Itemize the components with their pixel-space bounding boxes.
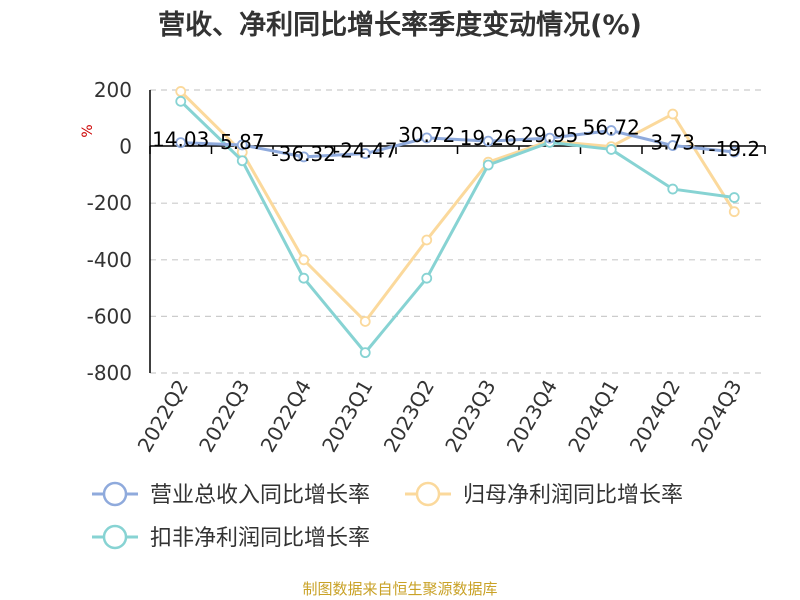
data-point [544,132,556,144]
data-point [482,135,494,147]
data-point [298,272,310,284]
x-tick-label: 2023Q1 [317,376,377,457]
legend-marker [102,481,128,507]
data-point [482,159,494,171]
data-label: -36.32 [272,142,336,166]
y-tick-label: -600 [87,304,132,328]
data-point [667,108,679,120]
x-tick-label: 2022Q2 [133,376,193,457]
series-line [179,100,735,355]
source-note: 制图数据来自恒生聚源数据库 [302,580,497,598]
data-point [605,144,617,155]
y-tick-label: 0 [119,135,132,159]
y-tick-label: 200 [94,78,132,102]
data-point [421,132,433,144]
y-axis-ticks: 200 0 -200 -400 -600 -800 [87,78,132,385]
x-axis-ticks: 2022Q2 2022Q3 2022Q4 2023Q1 2023Q2 2023Q3 2023… [133,376,747,457]
data-point [667,183,679,195]
data-label: 5.87 [220,130,265,154]
data-point [421,234,433,246]
data-point [298,254,310,266]
data-label: 19.26 [460,126,517,150]
legend-label: 营业总收入同比增长率 [150,483,370,508]
series-line [179,90,736,323]
x-tick-label: 2022Q4 [256,376,316,457]
data-label: 30.72 [398,123,455,147]
data-point [175,95,187,107]
data-point [728,192,740,203]
data-point [667,140,679,151]
data-label: 14.03 [152,128,209,152]
series-lines [175,86,740,359]
x-tick-label: 2023Q3 [440,376,500,457]
x-tick-label: 2024Q3 [686,376,746,457]
x-tick-label: 2023Q4 [502,376,562,457]
data-point [236,139,248,151]
legend-marker [415,481,441,507]
data-point [605,125,617,136]
data-label: -24.47 [333,139,397,163]
data-point [421,272,433,284]
data-point [728,206,740,218]
data-point [359,148,371,159]
axes [149,90,766,373]
x-tick-label: 2024Q1 [563,376,623,457]
data-label: 29.95 [521,123,578,147]
gridlines [150,89,765,374]
data-point [359,347,371,359]
x-tick-label: 2024Q2 [625,376,685,457]
x-tick-label: 2022Q3 [194,376,254,457]
y-tick-label: -200 [87,191,132,215]
data-label: 3.73 [650,131,695,155]
y-axis-unit: % [80,124,96,137]
legend-label: 归母净利润同比增长率 [463,483,683,508]
data-point [359,316,371,327]
legend-label: 扣非净利润同比增长率 [150,526,370,551]
data-label: 56.72 [583,116,640,140]
data-point [236,155,248,167]
data-point [175,137,187,149]
series-line [180,129,735,159]
y-tick-label: -400 [87,248,132,272]
chart-title: 营收、净利同比增长率季度变动情况(%) [158,9,642,41]
data-point [298,151,310,163]
legend-marker [102,524,128,550]
x-tick-label: 2023Q2 [379,376,439,457]
data-point [175,86,187,97]
data-label: -19.2 [708,137,760,161]
data-point [728,146,740,158]
y-tick-label: -800 [87,361,132,385]
